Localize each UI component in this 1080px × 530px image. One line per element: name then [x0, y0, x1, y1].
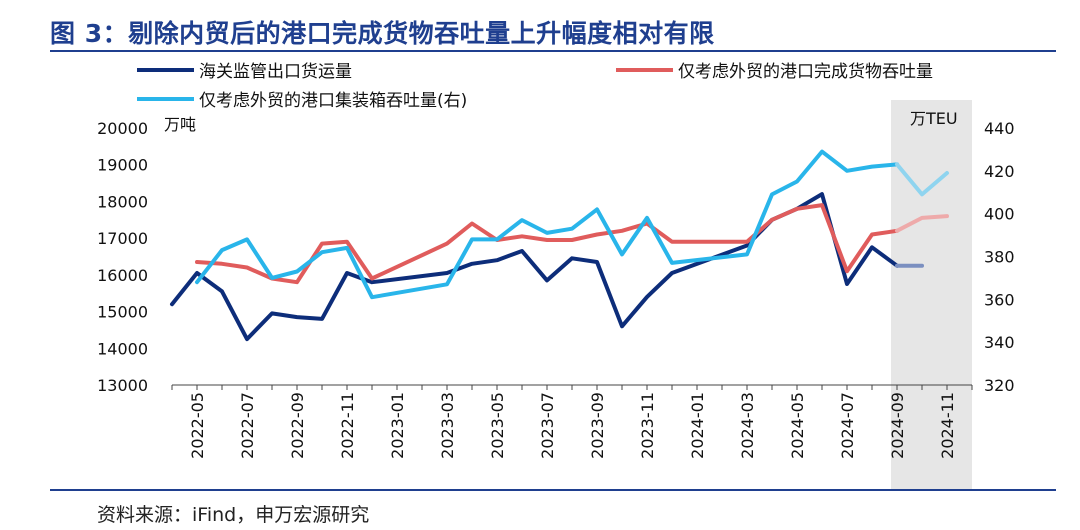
x-tick-label: 2022-11 — [338, 392, 357, 459]
y-left-tick-label: 19000 — [97, 156, 148, 175]
right-axis-unit: 万TEU — [910, 109, 958, 128]
x-tick-label: 2024-01 — [688, 392, 707, 459]
y-left-tick-label: 18000 — [97, 192, 148, 211]
y-right-tick-label: 400 — [984, 205, 1015, 224]
legend: 海关监管出口货运量 仅考虑外贸的港口完成货物吞吐量 仅考虑外贸的港口集装箱吞吐量… — [137, 62, 933, 111]
x-tick-label: 2024-07 — [838, 392, 857, 459]
legend-label-container: 仅考虑外贸的港口集装箱吞吐量(右) — [199, 91, 467, 111]
y-right-tick-label: 360 — [984, 290, 1015, 309]
series-line-forecast-container — [895, 162, 949, 197]
y-left-tick-label: 16000 — [97, 266, 148, 285]
legend-label-port: 仅考虑外贸的港口完成货物吞吐量 — [678, 62, 933, 82]
y-left-tick-label: 14000 — [97, 339, 148, 358]
y-right-tick-label: 420 — [984, 162, 1015, 181]
x-tick-label: 2024-11 — [938, 392, 957, 459]
series-line-container — [195, 149, 899, 300]
x-tick-label: 2023-09 — [588, 392, 607, 459]
forecast-shaded-region — [891, 100, 972, 490]
legend-label-customs: 海关监管出口货运量 — [199, 62, 352, 82]
x-tick-label: 2023-01 — [388, 392, 407, 459]
series-line-customs — [170, 192, 899, 342]
y-left-tick-label: 13000 — [97, 376, 148, 395]
title-underline — [50, 50, 1056, 52]
y-left-tick-label: 17000 — [97, 229, 148, 248]
x-tick-label: 2022-07 — [238, 392, 257, 459]
y-right-tick-label: 440 — [984, 119, 1015, 138]
left-axis-unit: 万吨 — [164, 115, 196, 134]
y-right-tick-label: 380 — [984, 248, 1015, 267]
chart-svg: 海关监管出口货运量 仅考虑外贸的港口完成货物吞吐量 仅考虑外贸的港口集装箱吞吐量… — [97, 62, 1015, 490]
series-lines — [170, 149, 949, 342]
axes: 13000 14000 15000 16000 17000 18000 19000 20000… — [97, 119, 1014, 459]
x-tick-label: 2023-07 — [538, 392, 557, 459]
chart-title: 图 3：剔除内贸后的港口完成货物吞吐量上升幅度相对有限 — [50, 19, 715, 48]
y-right-tick-label: 320 — [984, 376, 1015, 395]
y-left-tick-label: 20000 — [97, 119, 148, 138]
x-tick-label: 2023-03 — [438, 392, 457, 459]
series-line-forecast-port — [895, 214, 949, 233]
x-tick-label: 2024-05 — [788, 392, 807, 459]
x-tick-label: 2022-05 — [188, 392, 207, 459]
source-note: 资料来源：iFind，申万宏源研究 — [97, 504, 370, 526]
x-tick-label: 2022-09 — [288, 392, 307, 459]
y-left-tick-label: 15000 — [97, 303, 148, 322]
x-tick-label: 2024-09 — [888, 392, 907, 459]
x-tick-label: 2023-11 — [638, 392, 657, 459]
y-right-tick-label: 340 — [984, 333, 1015, 352]
series-line-port — [195, 203, 899, 285]
x-tick-label: 2024-03 — [738, 392, 757, 459]
x-tick-label: 2023-05 — [488, 392, 507, 459]
footer-rule — [50, 489, 1056, 491]
